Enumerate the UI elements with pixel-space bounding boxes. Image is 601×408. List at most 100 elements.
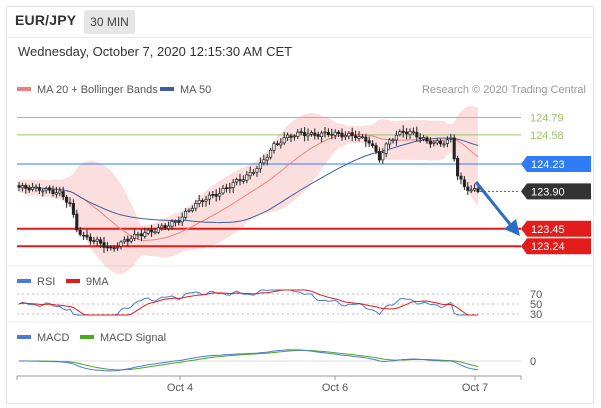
candle (88, 233, 92, 245)
level-label-last: 123.90 (531, 186, 565, 198)
candle (136, 231, 140, 240)
candle (299, 128, 303, 136)
candle-body (221, 188, 225, 194)
candle (425, 135, 429, 144)
candle (262, 154, 266, 166)
candle (143, 227, 147, 239)
candle (340, 128, 344, 141)
candle-body (326, 131, 330, 136)
candle (129, 235, 133, 244)
candle (432, 140, 436, 147)
candle (31, 182, 35, 192)
candle (170, 219, 174, 230)
legend-swatch-macd-signal (80, 335, 94, 339)
candle (394, 130, 398, 146)
candle-body (452, 137, 456, 160)
candle-body (180, 216, 184, 223)
candle-body (160, 225, 164, 229)
candle-body (82, 234, 86, 237)
candle (326, 128, 330, 137)
candle (384, 142, 388, 158)
candle (374, 142, 378, 155)
candle (65, 195, 69, 208)
candle (201, 198, 205, 207)
candle (224, 183, 228, 193)
macd-tick-label: 0 (530, 356, 536, 368)
candle (418, 133, 422, 143)
legend-label-9ma: 9MA (86, 276, 109, 288)
header-divider (7, 37, 593, 38)
candle-body (462, 179, 466, 187)
candle-body (255, 168, 259, 173)
candle-body (112, 247, 116, 250)
candle-body (377, 151, 381, 161)
candle-body (272, 143, 276, 151)
candle (112, 245, 116, 252)
candle-body (194, 203, 198, 209)
legend-swatch-ma50 (160, 87, 174, 91)
candle (476, 185, 480, 194)
datetime-label: Wednesday, October 7, 2020 12:15:30 AM C… (18, 44, 293, 59)
candle (92, 236, 96, 245)
main-legend: MA 20 + Bollinger Bands MA 50 (17, 84, 211, 96)
candle (442, 140, 446, 148)
candle (316, 131, 320, 140)
candle-body (333, 131, 337, 136)
x-tick-label: Oct 6 (322, 382, 348, 394)
candle (354, 130, 358, 142)
candle (323, 127, 327, 138)
candle-body (354, 135, 358, 139)
candle-body (218, 193, 222, 197)
candle (27, 184, 31, 193)
candle-body (418, 137, 422, 139)
legend-swatch-macd (17, 335, 31, 339)
candle (391, 137, 395, 144)
candle-body (75, 213, 79, 231)
candle-body (41, 190, 45, 193)
projection-arrow (474, 181, 520, 236)
candle-body (384, 143, 388, 154)
candle (211, 191, 215, 199)
level-label-support: 123.24 (531, 241, 565, 253)
projection-arrow-head (504, 219, 520, 236)
ma50-line (18, 137, 479, 224)
timeframe-button[interactable]: 30 MIN (84, 10, 135, 34)
candle (459, 172, 463, 185)
candle-body (292, 135, 296, 138)
candle (139, 229, 143, 242)
rsi-legend: RSI 9MA (17, 276, 109, 288)
candle (126, 235, 130, 247)
candle (248, 166, 252, 180)
candle (462, 176, 466, 190)
legend-swatch-rsi (17, 279, 31, 283)
ma20-line (18, 133, 479, 241)
rsi-tick-label: 50 (530, 299, 542, 311)
rsi-ma-line (18, 289, 478, 316)
candle (197, 195, 201, 208)
candle (269, 148, 273, 160)
macd-line (18, 349, 479, 372)
candle (411, 127, 415, 136)
candle (17, 181, 21, 192)
candle (252, 169, 256, 176)
candle-body (167, 225, 171, 230)
candle-body (411, 131, 415, 134)
candle (408, 128, 412, 139)
candle-body (109, 246, 113, 249)
candle-body (316, 134, 320, 137)
candle-body (61, 191, 65, 198)
candle (275, 140, 279, 146)
candle (190, 205, 194, 213)
candle-body (394, 134, 398, 141)
candle (160, 223, 164, 231)
candle (71, 199, 75, 218)
candle (422, 134, 426, 142)
candle (303, 127, 307, 142)
candle-body (286, 134, 290, 139)
candle-body (136, 233, 140, 236)
candle-body (187, 209, 191, 212)
candle-body (201, 200, 205, 202)
candle (241, 175, 245, 184)
candle-body (170, 221, 174, 227)
candle (95, 236, 99, 246)
